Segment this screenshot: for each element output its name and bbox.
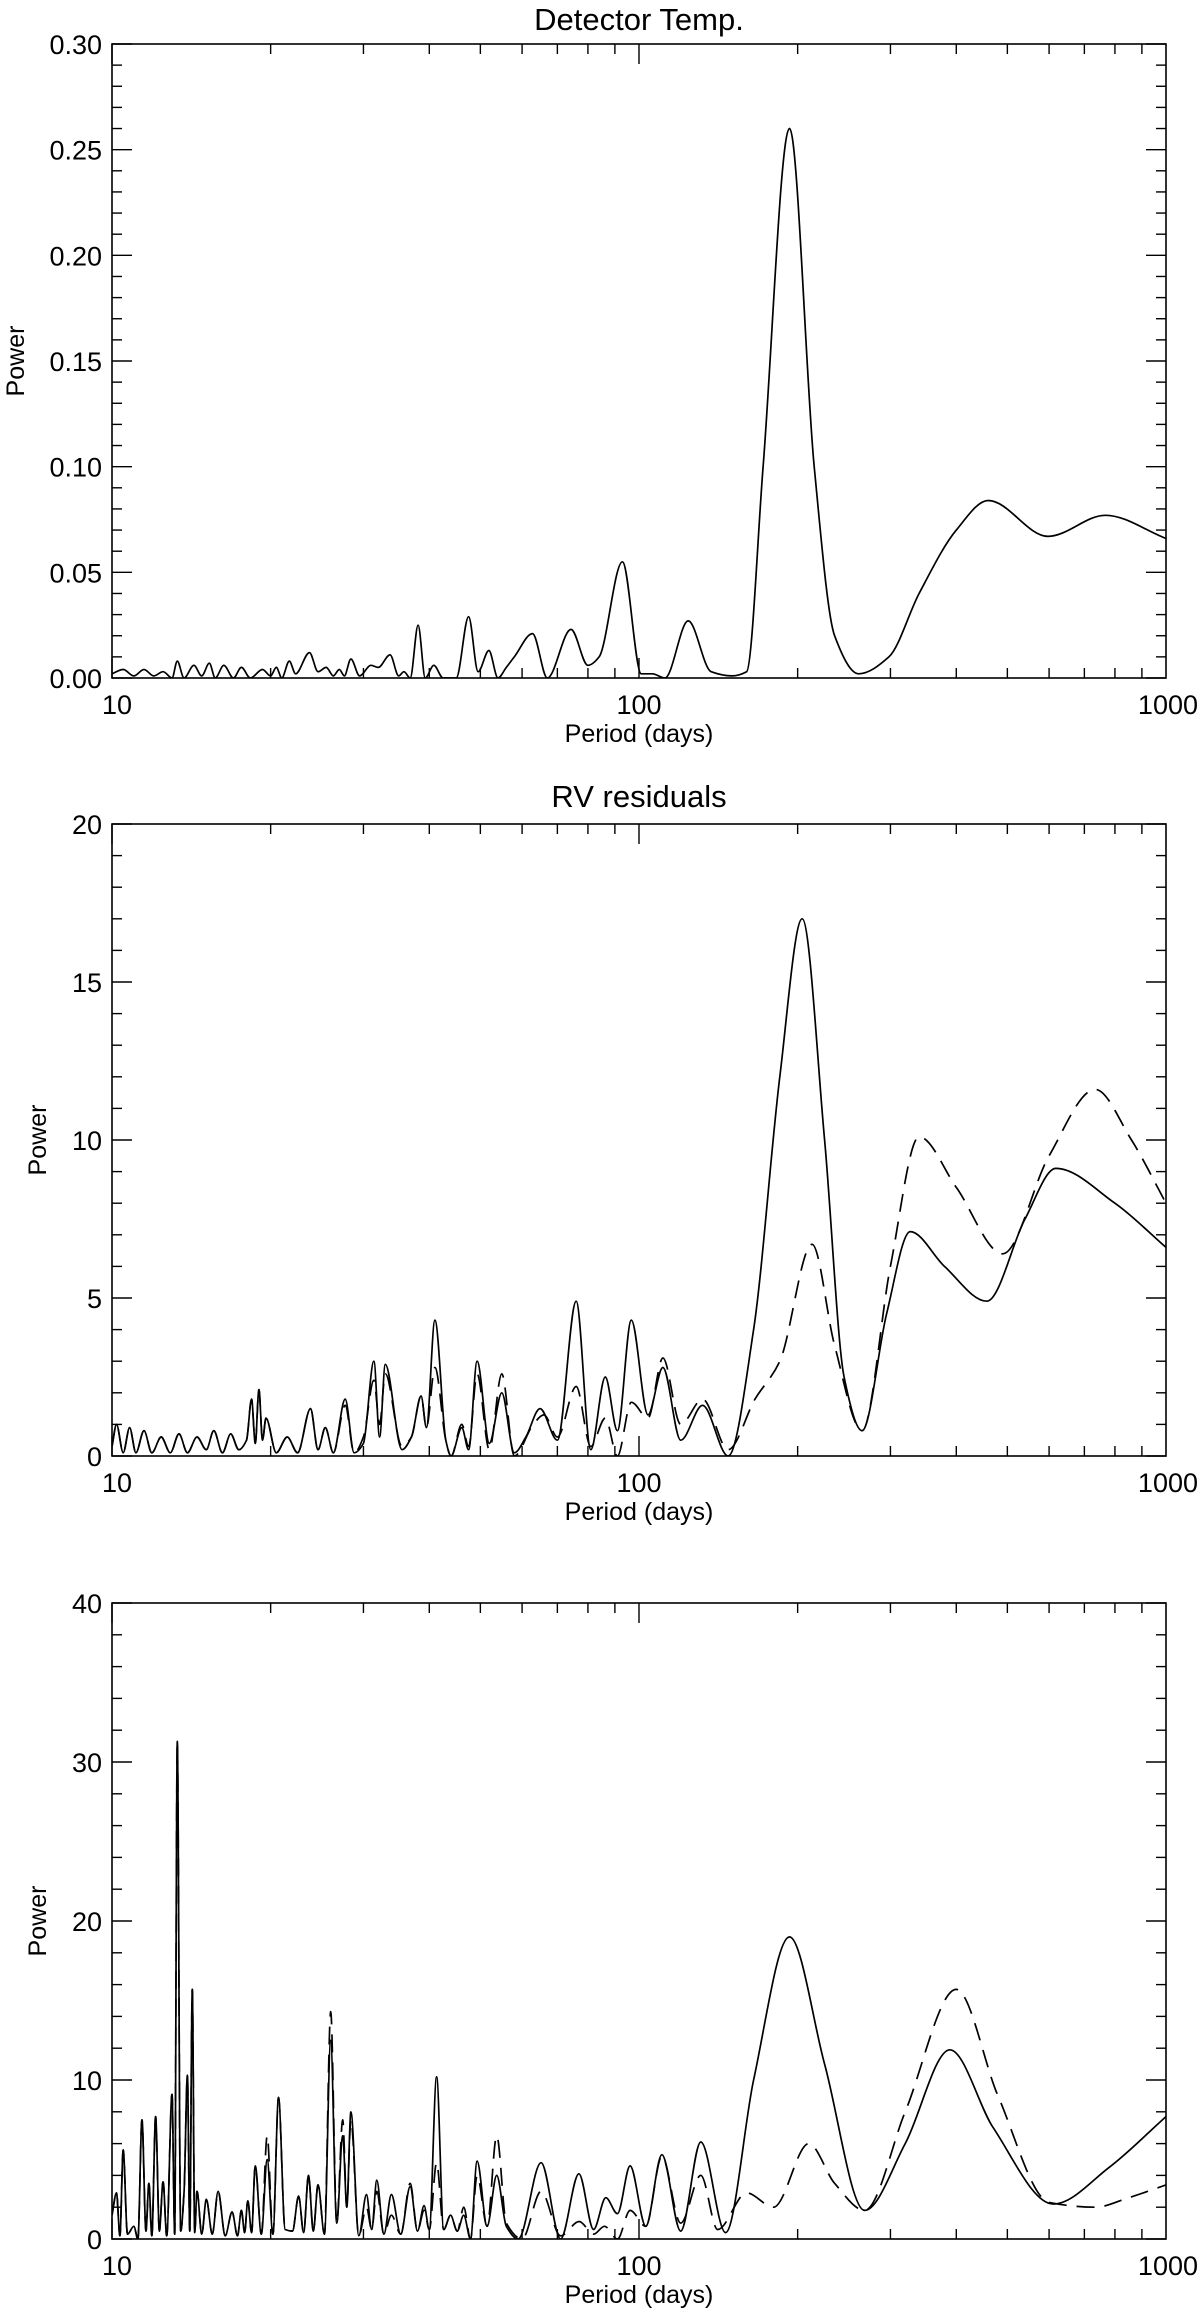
y-tick-label: 0.10 — [49, 453, 102, 483]
y-axis-label: Power — [24, 1886, 52, 1957]
series-line-solid — [112, 917, 1166, 1456]
y-tick-label: 0.15 — [49, 347, 102, 377]
x-tick-label: 1000 — [1138, 690, 1198, 720]
y-axis-label: Power — [24, 1105, 52, 1176]
x-tick-label: 10 — [102, 2251, 132, 2281]
chart-panel-1: Detector Temp. 10 100 1000 0.00 0.05 0.10 0.15 0… — [2, 2, 1198, 748]
y-tick-label: 10 — [72, 1126, 102, 1156]
x-tick-label: 10 — [102, 690, 132, 720]
y-tick-label: 0.25 — [49, 136, 102, 166]
chart-title: RV residuals — [551, 779, 726, 814]
y-tick-label: 0 — [87, 2225, 102, 2255]
x-axis-label: Period (days) — [565, 2281, 714, 2309]
x-axis-label: Period (days) — [565, 720, 714, 748]
y-tick-label: 20 — [72, 810, 102, 840]
chart-title: Detector Temp. — [534, 2, 744, 37]
x-tick-label: 1000 — [1138, 1468, 1198, 1498]
y-tick-label: 20 — [72, 1907, 102, 1937]
x-tick-label: 100 — [616, 2251, 661, 2281]
plot-frame — [111, 43, 1167, 679]
y-tick-label: 0.00 — [49, 664, 102, 694]
x-tick-label: 100 — [616, 1468, 661, 1498]
series-line-dashed — [112, 1740, 1166, 2239]
y-tick-label: 0 — [87, 1442, 102, 1472]
y-tick-label: 15 — [72, 968, 102, 998]
series-line-solid — [112, 127, 1166, 678]
plot-frame — [111, 1602, 1167, 2240]
y-tick-label: 40 — [72, 1589, 102, 1619]
series-line-solid — [112, 1740, 1166, 2239]
y-axis-label: Power — [2, 326, 30, 397]
y-tick-label: 0.30 — [49, 30, 102, 60]
y-tick-label: 5 — [87, 1284, 102, 1314]
y-tick-label: 10 — [72, 2066, 102, 2096]
x-tick-label: 100 — [616, 690, 661, 720]
series-line-dashed — [112, 1088, 1166, 1456]
y-tick-label: 0.20 — [49, 241, 102, 271]
y-tick-label: 30 — [72, 1748, 102, 1778]
chart-panel-2: RV residuals 10 100 1000 0 5 10 15 20 Period (day… — [24, 779, 1198, 1526]
x-tick-label: 10 — [102, 1468, 132, 1498]
y-tick-label: 0.05 — [49, 558, 102, 588]
x-axis-label: Period (days) — [565, 1498, 714, 1526]
x-tick-label: 1000 — [1138, 2251, 1198, 2281]
